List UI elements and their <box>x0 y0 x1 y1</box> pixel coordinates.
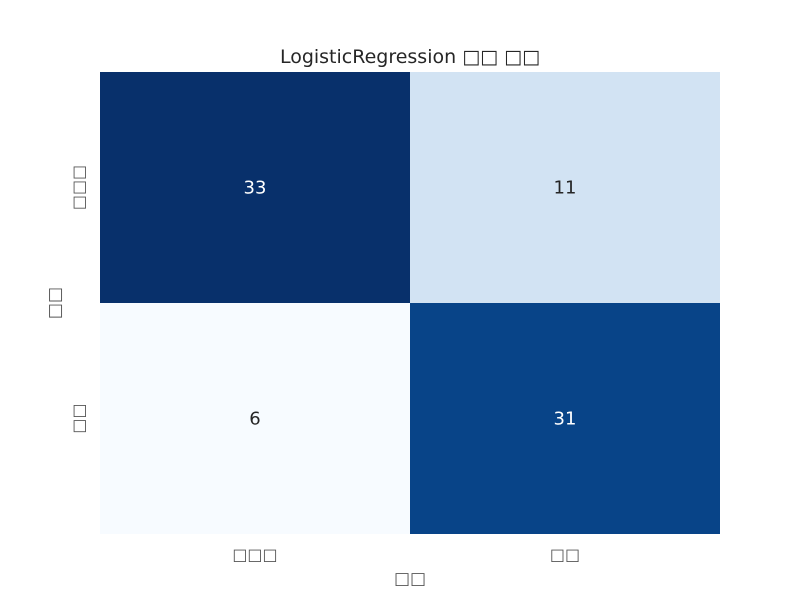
cell-value-r0-c1: 11 <box>554 178 577 199</box>
x-tick-label-1: □□ <box>550 545 580 564</box>
x-tick-labels: □□□ □□ <box>232 545 580 564</box>
chart-title: LogisticRegression □□ □□ <box>280 46 540 68</box>
heatmap-cells: 33 11 6 31 <box>100 72 720 534</box>
heatmap-cell-r0-c0 <box>100 72 410 303</box>
y-axis-label: □□ <box>45 287 65 319</box>
heatmap-cell-r1-c0 <box>100 303 410 534</box>
heatmap-cell-r1-c1 <box>410 303 720 534</box>
heatmap-cell-r0-c1 <box>410 72 720 303</box>
y-tick-label-0: □□□ <box>69 165 88 210</box>
x-tick-label-0: □□□ <box>232 545 277 564</box>
y-tick-labels: □□□□□ <box>69 165 88 434</box>
cell-value-r0-c0: 33 <box>244 178 267 199</box>
x-axis-label: □□ <box>394 569 426 589</box>
y-tick-label-1: □□ <box>69 403 88 433</box>
cell-value-r1-c0: 6 <box>249 409 260 430</box>
cell-value-r1-c1: 31 <box>554 409 577 430</box>
